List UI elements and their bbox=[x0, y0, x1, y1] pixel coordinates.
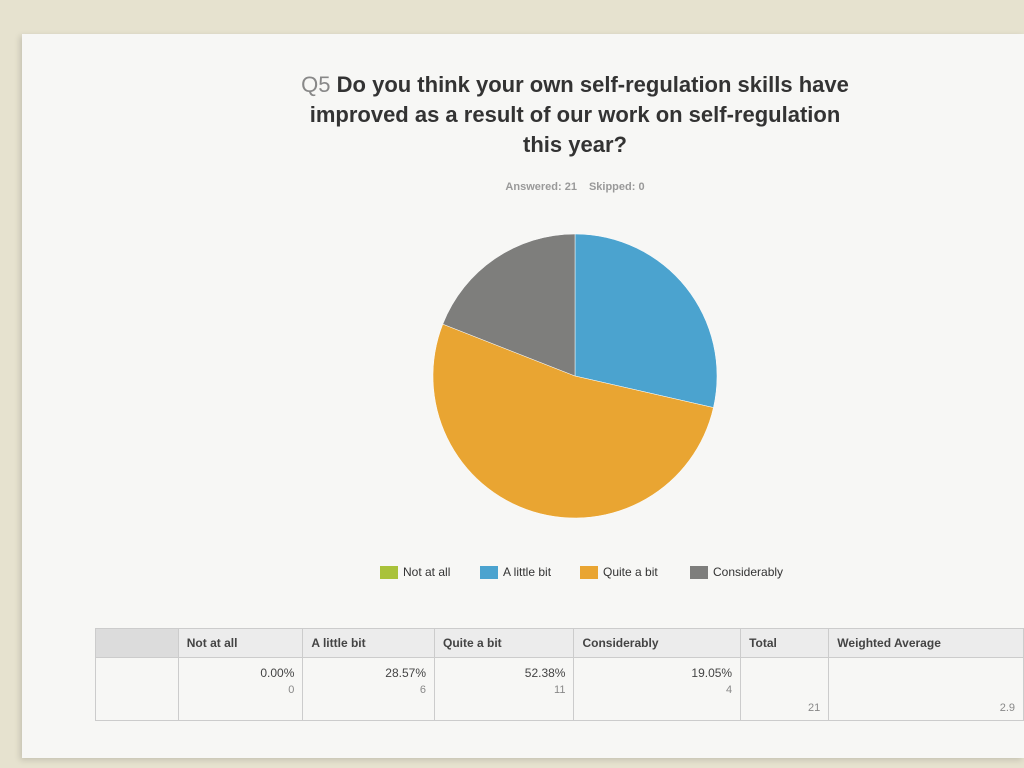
percent: 19.05% bbox=[691, 666, 733, 680]
header-cell: Quite a bit bbox=[433, 628, 575, 658]
weighted-average: 2.9 bbox=[999, 702, 1015, 714]
legend-label: A little bit bbox=[503, 565, 552, 579]
header-cell: A little bit bbox=[302, 628, 435, 658]
legend-label: Not at all bbox=[403, 565, 450, 579]
count: 4 bbox=[725, 684, 733, 696]
cell: 52.38% 11 bbox=[433, 657, 575, 721]
header-cell: Considerably bbox=[573, 628, 742, 658]
cell: 28.57% 6 bbox=[302, 657, 435, 721]
header-row: Not at all A little bit Quite a bit Cons… bbox=[95, 628, 1024, 658]
header-cell: Not at all bbox=[177, 628, 304, 658]
answered: Answered: 21 bbox=[505, 181, 577, 193]
cell: 2.9 bbox=[828, 657, 1024, 721]
pie-slice bbox=[574, 233, 718, 408]
row-label-cell bbox=[95, 657, 179, 721]
count: 6 bbox=[419, 684, 426, 696]
cell: 21 bbox=[740, 657, 830, 721]
pie-slice bbox=[442, 233, 576, 377]
legend-label: Quite a bit bbox=[603, 565, 658, 579]
cell: 19.05% 4 bbox=[573, 657, 742, 721]
legend-label: Considerably bbox=[713, 565, 783, 579]
percent: 0.00% bbox=[260, 666, 295, 680]
header-cell: Total bbox=[740, 628, 830, 658]
pie-slice bbox=[432, 323, 714, 519]
percent: 28.57% bbox=[385, 666, 426, 680]
legend-swatch bbox=[580, 566, 598, 579]
legend-swatch bbox=[690, 566, 708, 579]
legend-swatch bbox=[480, 566, 498, 579]
data-row: 0.00% 0 28.57% 6 52.38% 11 19.05% 4 21 2.9 bbox=[95, 657, 1024, 721]
chart-title: Q5 Do you think your own self-regulation… bbox=[300, 70, 850, 160]
skipped: Skipped: 0 bbox=[588, 181, 645, 193]
total: 21 bbox=[808, 702, 821, 714]
title-text: Do you think your own self-regulation sk… bbox=[309, 72, 849, 157]
legend-swatch bbox=[380, 566, 398, 579]
count: 0 bbox=[288, 684, 295, 696]
corner-cell bbox=[95, 628, 179, 658]
question-number: Q5 bbox=[301, 72, 331, 97]
response-meta: Answered: 21 Skipped: 0 bbox=[0, 181, 1024, 193]
percent: 52.38% bbox=[524, 666, 566, 680]
count: 11 bbox=[554, 684, 566, 696]
cell: 0.00% 0 bbox=[177, 657, 304, 721]
results-table: Not at all A little bit Quite a bit Cons… bbox=[95, 628, 1024, 721]
header-cell: Weighted Average bbox=[828, 628, 1024, 658]
